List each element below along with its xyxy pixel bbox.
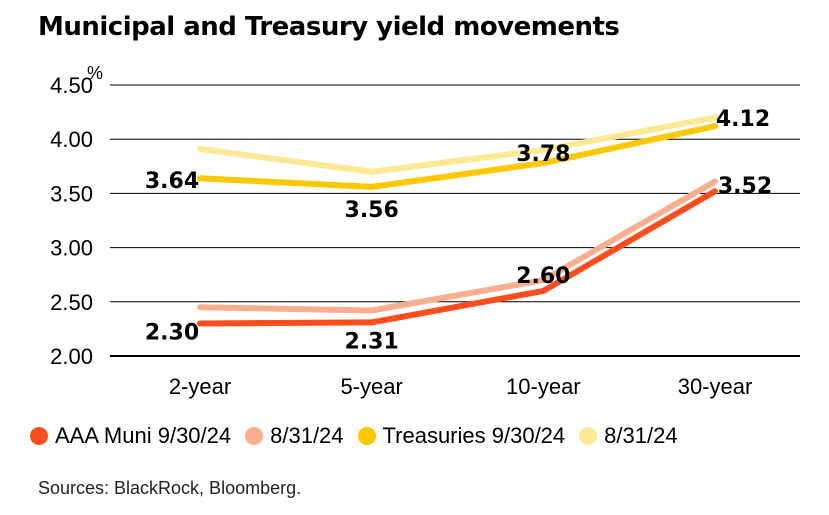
legend-label-treasuries-prior: 8/31/24	[604, 423, 678, 448]
data-label: 3.64	[145, 169, 199, 194]
legend-label-muni-prior: 8/31/24	[270, 423, 344, 448]
line-chart: 2.00 2.50 3.00 3.50 4.00 4.50% 2-year 5-year 10-…	[50, 63, 800, 399]
legend-marker-treasuries-current	[357, 427, 376, 445]
legend-item-muni-current: AAA Muni 9/30/24	[30, 423, 231, 449]
series-line-0	[197, 114, 718, 175]
series-line-2	[197, 178, 718, 314]
legend-marker-muni-prior	[245, 427, 264, 445]
y-tick-label: 3.00	[50, 236, 93, 261]
legend-item-treasuries-current: Treasuries 9/30/24	[357, 423, 566, 449]
data-label: 3.56	[345, 198, 399, 223]
x-tick-label: 10-year	[506, 374, 581, 399]
y-tick-label: 2.00	[50, 344, 93, 369]
y-unit-label: %	[87, 63, 103, 83]
x-tick-label: 2-year	[169, 374, 231, 399]
legend-marker-muni-current	[30, 427, 48, 445]
source-note: Sources: BlackRock, Bloomberg.	[38, 478, 302, 498]
y-tick-label: 2.50	[50, 290, 93, 315]
x-tick-label: 5-year	[340, 374, 402, 399]
data-label: 2.30	[145, 320, 199, 345]
legend-label-treasuries-current: Treasuries 9/30/24	[382, 423, 566, 448]
legend-item-treasuries-prior: 8/31/24	[579, 423, 678, 449]
x-tick-label: 30-year	[678, 374, 753, 399]
y-tick-label: 4.50	[50, 73, 93, 98]
y-tick-label: 3.50	[50, 181, 93, 206]
data-label: 4.12	[716, 107, 770, 132]
data-label: 2.31	[345, 329, 399, 354]
data-label: 2.60	[516, 264, 570, 289]
legend-marker-treasuries-prior	[579, 427, 598, 445]
y-tick-label: 4.00	[50, 127, 93, 152]
legend-label-muni-current: AAA Muni 9/30/24	[55, 423, 232, 448]
data-label: 3.78	[516, 142, 570, 167]
series-line-1	[197, 123, 718, 190]
chart-title: Municipal and Treasury yield movements	[38, 12, 620, 42]
series-line-3	[197, 188, 718, 327]
legend-item-muni-prior: 8/31/24	[245, 423, 344, 449]
chart-legend: AAA Muni 9/30/24 8/31/24 Treasuries 9/30…	[30, 423, 692, 449]
data-label: 3.52	[718, 174, 772, 199]
